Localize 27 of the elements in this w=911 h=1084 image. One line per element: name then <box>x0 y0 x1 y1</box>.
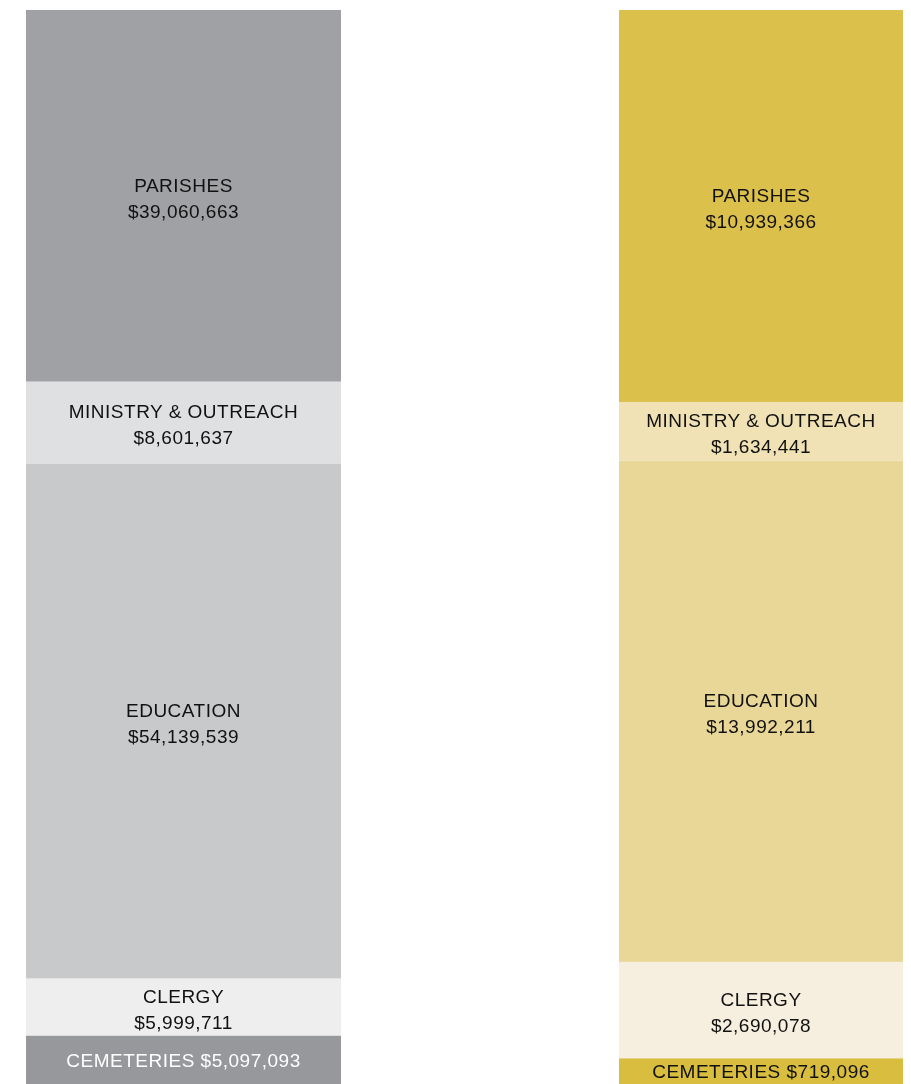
bar <box>26 381 341 464</box>
series-label: PARISHES <box>711 184 811 206</box>
series-label: CEMETERIES <box>652 1061 781 1083</box>
data-label: $1,634,441 <box>710 436 812 458</box>
series-label: CLERGY <box>720 989 802 1011</box>
data-label: $8,601,637 <box>133 427 234 449</box>
bar <box>26 978 341 1036</box>
series-label: MINISTRY & OUTREACH <box>68 401 299 423</box>
data-label: $719,096 <box>786 1061 870 1083</box>
series-label: CEMETERIES <box>66 1049 195 1071</box>
series-label: EDUCATION <box>703 690 819 712</box>
data-label: $5,999,711 <box>134 1011 233 1033</box>
bar <box>26 463 341 979</box>
series-label: EDUCATION <box>126 699 241 721</box>
data-label: $2,690,078 <box>710 1015 812 1037</box>
bar <box>26 10 341 382</box>
series-label: PARISHES <box>134 174 233 196</box>
data-label: $13,992,211 <box>706 716 816 738</box>
bar <box>619 10 903 402</box>
data-label: $10,939,366 <box>705 210 817 232</box>
bar <box>619 961 903 1059</box>
data-label: $39,060,663 <box>127 200 240 222</box>
bar <box>619 460 903 962</box>
data-label: $54,139,539 <box>127 725 240 747</box>
series-label: CLERGY <box>142 985 225 1007</box>
data-label: $5,097,093 <box>200 1049 301 1071</box>
series-label: MINISTRY & OUTREACH <box>646 410 876 432</box>
